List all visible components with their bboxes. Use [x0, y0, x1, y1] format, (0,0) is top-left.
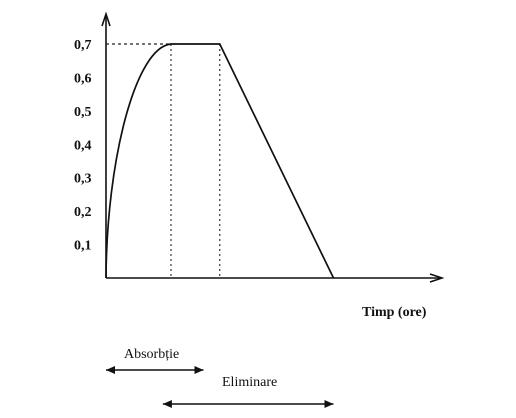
y-tick-label: 0,1 — [74, 239, 92, 254]
y-ticks: 0,1 0,2 0,3 0,4 0,5 0,6 0,7 — [74, 38, 92, 254]
annotation-label: Eliminare — [222, 375, 277, 390]
annotation-absorption: Absorbție — [106, 347, 204, 374]
y-tick-label: 0,6 — [74, 71, 92, 86]
annotation-label: Absorbție — [124, 347, 179, 362]
x-axis-arrow — [429, 273, 445, 283]
annotations: Absorbție Eliminare — [106, 347, 334, 408]
y-tick-label: 0,5 — [74, 105, 92, 120]
arrowhead-right — [324, 400, 334, 408]
y-axis-arrow — [101, 11, 111, 27]
y-tick-label: 0,7 — [74, 38, 92, 53]
series — [105, 43, 335, 279]
arrowhead-right — [194, 366, 204, 374]
arrowhead-left — [162, 400, 172, 408]
reference-lines — [106, 43, 221, 278]
annotation-elimination: Eliminare — [162, 375, 334, 408]
x-axis-label: Timp (ore) — [362, 305, 427, 320]
y-tick-label: 0,3 — [74, 172, 92, 187]
y-tick-label: 0,4 — [74, 138, 92, 153]
axes — [101, 11, 445, 283]
series-line — [105, 43, 335, 279]
arrowhead-left — [106, 366, 115, 374]
y-tick-label: 0,2 — [74, 205, 92, 220]
